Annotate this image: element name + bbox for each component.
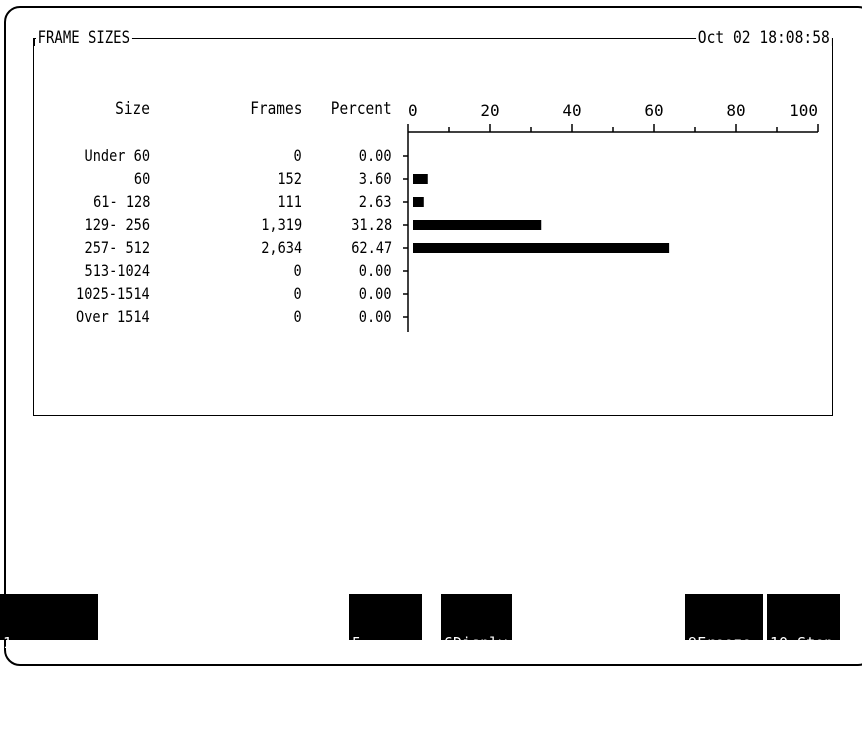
bar-chart: 0 20 40 60 80 100 <box>0 0 862 655</box>
x-tick-label: 0 <box>408 101 418 120</box>
f9-label: display <box>688 691 760 710</box>
f5-menus-key[interactable]: 5 Menus <box>349 594 422 640</box>
f6-display-options-key[interactable]: 6Disply options <box>441 594 512 640</box>
f6-number: 6Disply <box>444 634 509 653</box>
bar-61-128 <box>413 197 424 207</box>
bar-257-512 <box>413 243 669 253</box>
f10-number: 10 Stop <box>770 634 837 653</box>
f9-number: 9Freeze <box>688 634 760 653</box>
f10-stop-monitor-key[interactable]: 10 Stop monitor <box>767 594 840 640</box>
x-tick-label: 100 <box>789 101 818 120</box>
x-tick-label: 40 <box>562 101 581 120</box>
x-tick-label: 20 <box>480 101 499 120</box>
f9-freeze-display-key[interactable]: 9Freeze display <box>685 594 763 640</box>
f5-label: Menus <box>352 691 419 710</box>
f6-label: options <box>444 691 509 710</box>
x-tick-label: 60 <box>644 101 663 120</box>
f10-label: monitor <box>770 691 837 710</box>
bar-60 <box>413 174 428 184</box>
f1-number: 1 <box>3 634 95 653</box>
f5-number: 5 <box>352 634 419 653</box>
bar-129-256 <box>413 220 541 230</box>
f1-label: Help <box>3 691 95 710</box>
f1-help-key[interactable]: 1 Help <box>0 594 98 640</box>
x-tick-label: 80 <box>726 101 745 120</box>
